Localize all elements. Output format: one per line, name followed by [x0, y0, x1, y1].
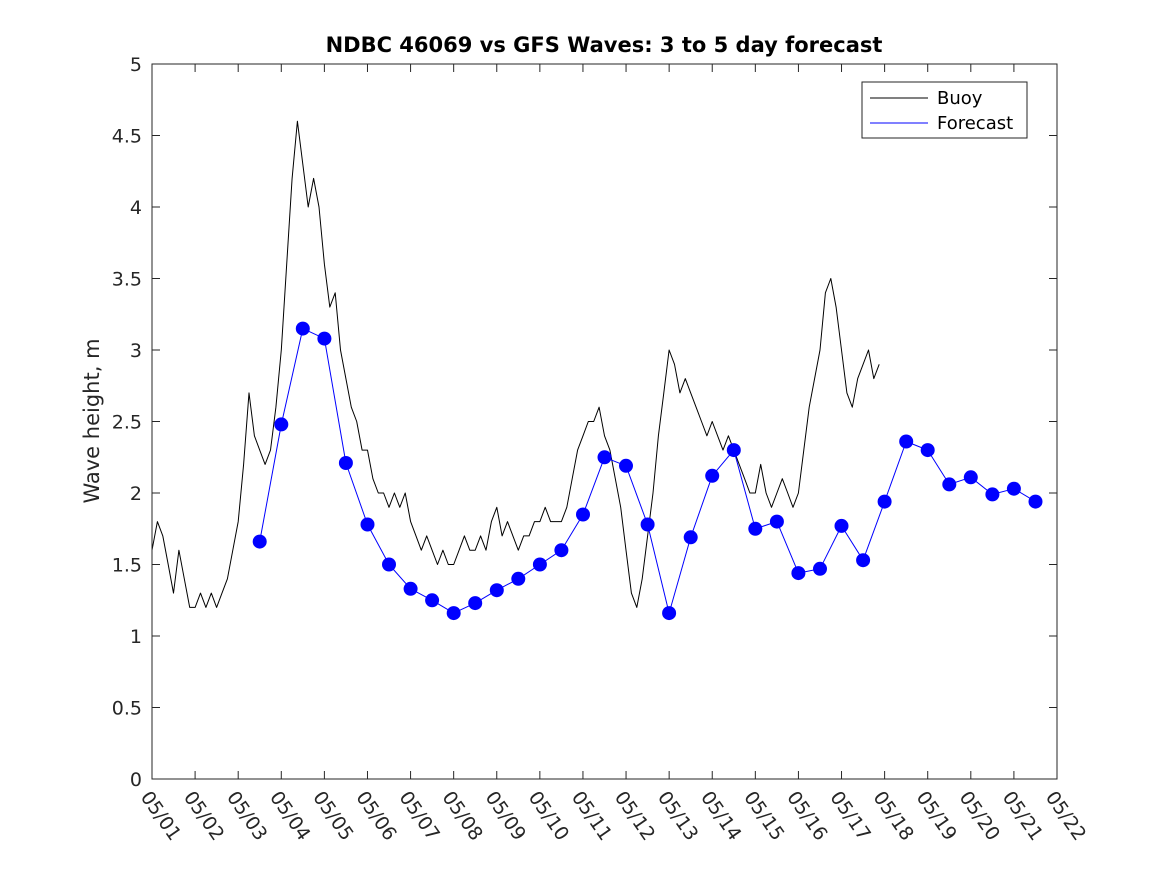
forecast-point	[640, 517, 655, 532]
forecast-point	[1028, 494, 1043, 509]
forecast-point	[813, 561, 827, 576]
forecast-point	[317, 331, 332, 346]
forecast-point	[662, 606, 677, 621]
forecast-point	[963, 470, 978, 485]
forecast-point	[597, 450, 612, 465]
forecast-point	[899, 434, 914, 449]
forecast-point	[446, 606, 461, 621]
forecast-point	[791, 566, 806, 581]
forecast-point	[360, 517, 375, 532]
forecast-point	[576, 507, 590, 522]
forecast-point	[382, 557, 396, 572]
y-tick-label: 0.5	[112, 698, 142, 720]
y-tick-label: 2	[130, 483, 142, 505]
buoy-line	[151, 120, 880, 608]
y-tick-labels: 0 0.5 1 1.5 2 2.5 3 3.5 4 4.5 5	[112, 54, 142, 791]
forecast-point	[252, 534, 267, 549]
forecast-point	[834, 518, 849, 533]
y-tick-label: 5	[130, 54, 142, 76]
forecast-point	[295, 321, 310, 336]
y-tick-label: 1	[130, 626, 142, 648]
chart-title: NDBC 46069 vs GFS Waves: 3 to 5 day fore…	[326, 33, 883, 57]
forecast-point	[877, 494, 892, 509]
forecast-point	[726, 443, 741, 458]
y-tick-label: 1.5	[112, 555, 142, 577]
forecast-point	[619, 458, 633, 473]
plot-frame	[151, 63, 1058, 780]
forecast-point	[748, 521, 763, 536]
forecast-point	[274, 417, 289, 432]
forecast-point	[705, 468, 720, 483]
y-tick-label: 3	[130, 340, 142, 362]
forecast-point	[554, 543, 569, 558]
y-axis-label: Wave height, m	[80, 338, 104, 503]
forecast-point	[338, 456, 353, 470]
forecast-point	[511, 571, 526, 586]
forecast-point	[856, 553, 871, 568]
forecast-point	[403, 581, 418, 596]
forecast-point	[532, 557, 547, 572]
forecast-point	[489, 583, 504, 598]
axis-ticks	[151, 63, 1058, 780]
forecast-point	[985, 487, 1000, 502]
legend-buoy-label: Buoy	[937, 88, 983, 109]
y-tick-label: 4.5	[112, 126, 142, 148]
forecast-point	[920, 443, 935, 458]
forecast-point	[468, 596, 483, 611]
y-tick-label: 0	[130, 769, 142, 791]
forecast-point	[683, 530, 698, 545]
y-tick-label: 3.5	[112, 269, 142, 291]
y-tick-label: 4	[130, 197, 142, 219]
forecast-point	[1006, 481, 1021, 496]
forecast-markers	[252, 321, 1043, 621]
chart-legend: Buoy Forecast	[861, 81, 1028, 139]
legend-forecast-label: Forecast	[937, 113, 1013, 134]
forecast-point	[769, 514, 784, 529]
y-tick-label: 2.5	[112, 412, 142, 434]
forecast-point	[425, 593, 440, 608]
forecast-point	[942, 477, 957, 492]
legend-box	[861, 81, 1028, 139]
buoy-series	[151, 120, 880, 608]
